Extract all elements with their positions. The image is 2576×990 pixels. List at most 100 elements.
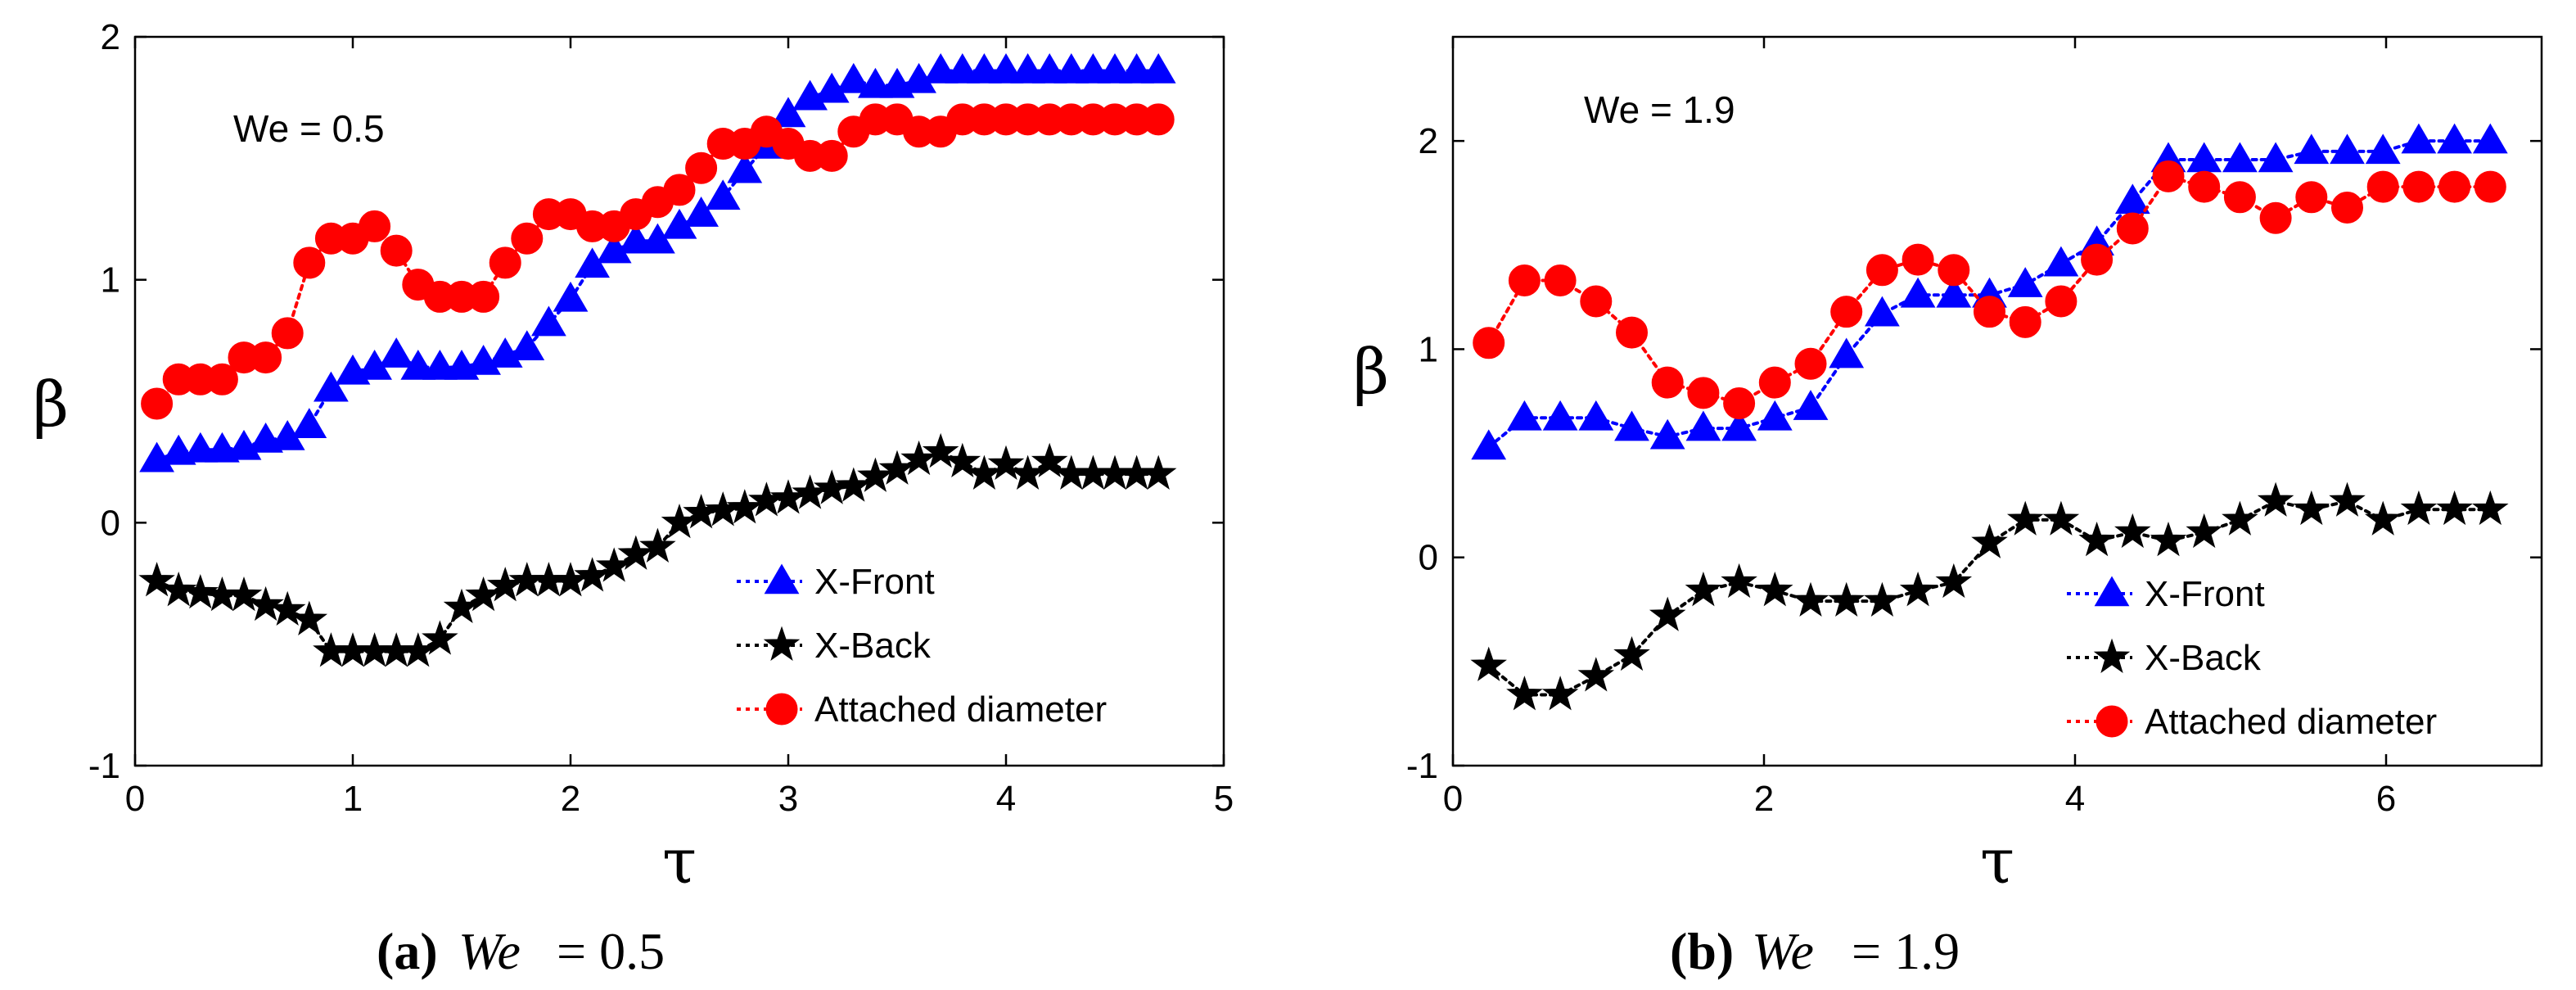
data-point xyxy=(553,281,589,312)
data-point xyxy=(509,330,545,361)
data-point xyxy=(2042,500,2080,536)
data-point xyxy=(595,547,633,582)
annotation-text: We = 1.9 xyxy=(1584,88,1735,131)
legend-marker xyxy=(2093,638,2131,673)
data-point xyxy=(2365,133,2401,165)
legend-item: Attached diameter xyxy=(737,689,1107,730)
y-tick-label: 0 xyxy=(1419,538,1438,578)
data-point xyxy=(1076,53,1111,84)
data-point xyxy=(966,454,1003,490)
data-point xyxy=(422,620,458,655)
data-point xyxy=(2257,481,2294,517)
series-x-back xyxy=(1470,481,2509,711)
data-point xyxy=(988,53,1024,84)
data-point xyxy=(1865,296,1900,327)
data-point xyxy=(291,408,327,438)
data-point xyxy=(1009,454,1046,490)
data-point xyxy=(2402,170,2435,203)
data-point xyxy=(2331,192,2363,224)
data-point xyxy=(1899,571,1937,607)
data-point xyxy=(2258,142,2294,173)
data-point xyxy=(1792,581,1829,617)
data-point xyxy=(1140,53,1176,84)
data-point xyxy=(2186,142,2222,173)
data-point xyxy=(205,363,238,396)
data-point xyxy=(1473,327,1505,359)
data-point xyxy=(2186,513,2222,549)
legend-marker xyxy=(765,693,798,726)
legend: X-Front X-Back Attached diameter xyxy=(737,562,1107,730)
x-tick-label: 2 xyxy=(561,779,580,819)
data-point xyxy=(511,222,544,255)
data-point xyxy=(2114,513,2151,549)
data-point xyxy=(1614,410,1649,441)
data-point xyxy=(314,371,349,402)
data-point xyxy=(618,223,654,254)
data-point xyxy=(2401,123,2437,154)
data-point xyxy=(639,527,676,563)
data-point xyxy=(923,53,959,84)
data-point xyxy=(1613,635,1650,671)
data-point xyxy=(705,179,741,210)
data-point xyxy=(967,53,1002,84)
y-tick-label: 1 xyxy=(101,260,120,301)
data-point xyxy=(1794,347,1827,380)
data-point xyxy=(1721,410,1757,441)
data-point xyxy=(1470,646,1507,681)
data-point xyxy=(617,535,655,570)
data-point xyxy=(1938,254,1970,287)
data-point xyxy=(1508,264,1541,297)
x-axis-label: τ xyxy=(662,825,697,897)
data-point xyxy=(1651,366,1684,399)
data-point xyxy=(422,349,458,380)
data-point xyxy=(399,632,437,667)
data-point xyxy=(2329,481,2366,517)
x-axis-label: τ xyxy=(1980,825,2014,897)
data-point xyxy=(2222,500,2258,536)
data-point xyxy=(1830,296,1863,328)
data-point xyxy=(1119,53,1154,84)
data-point xyxy=(1971,523,2008,558)
data-point xyxy=(1723,387,1756,420)
data-point xyxy=(683,197,719,227)
legend-marker xyxy=(764,563,800,594)
data-point xyxy=(531,305,566,337)
data-point xyxy=(1031,442,1068,478)
data-point xyxy=(247,585,284,622)
y-tick-label: 1 xyxy=(1419,329,1438,369)
data-point xyxy=(160,571,197,607)
data-point xyxy=(2009,305,2041,338)
data-point xyxy=(489,246,521,279)
data-point xyxy=(1685,571,1722,607)
data-point xyxy=(685,151,718,184)
data-point xyxy=(291,600,328,635)
data-point xyxy=(1542,400,1578,431)
legend-label: Attached diameter xyxy=(2145,702,2437,742)
data-point xyxy=(1541,676,1579,711)
y-tick-label: 2 xyxy=(1419,121,1438,161)
data-point xyxy=(1829,337,1865,368)
panel-caption: (a) We = 0.5 xyxy=(377,922,665,980)
x-tick-label: 4 xyxy=(2065,779,2085,819)
plot-frame xyxy=(133,35,1225,767)
data-point xyxy=(467,280,500,313)
data-point xyxy=(2472,490,2509,526)
plot-frame xyxy=(1451,35,2543,767)
data-point xyxy=(727,152,763,183)
x-tick-label: 1 xyxy=(343,779,363,819)
legend-item: X-Front xyxy=(737,562,935,602)
data-point xyxy=(2078,521,2115,557)
data-point xyxy=(380,234,413,267)
data-point xyxy=(2259,201,2292,234)
data-point xyxy=(2081,243,2114,276)
data-point xyxy=(1471,429,1507,460)
data-point xyxy=(182,573,219,609)
data-point xyxy=(2364,500,2402,536)
data-point xyxy=(183,432,219,463)
series-x-front xyxy=(139,53,1176,472)
data-point xyxy=(1793,390,1829,420)
data-point xyxy=(815,139,848,172)
data-point xyxy=(2223,181,2256,214)
data-point xyxy=(1142,103,1175,136)
